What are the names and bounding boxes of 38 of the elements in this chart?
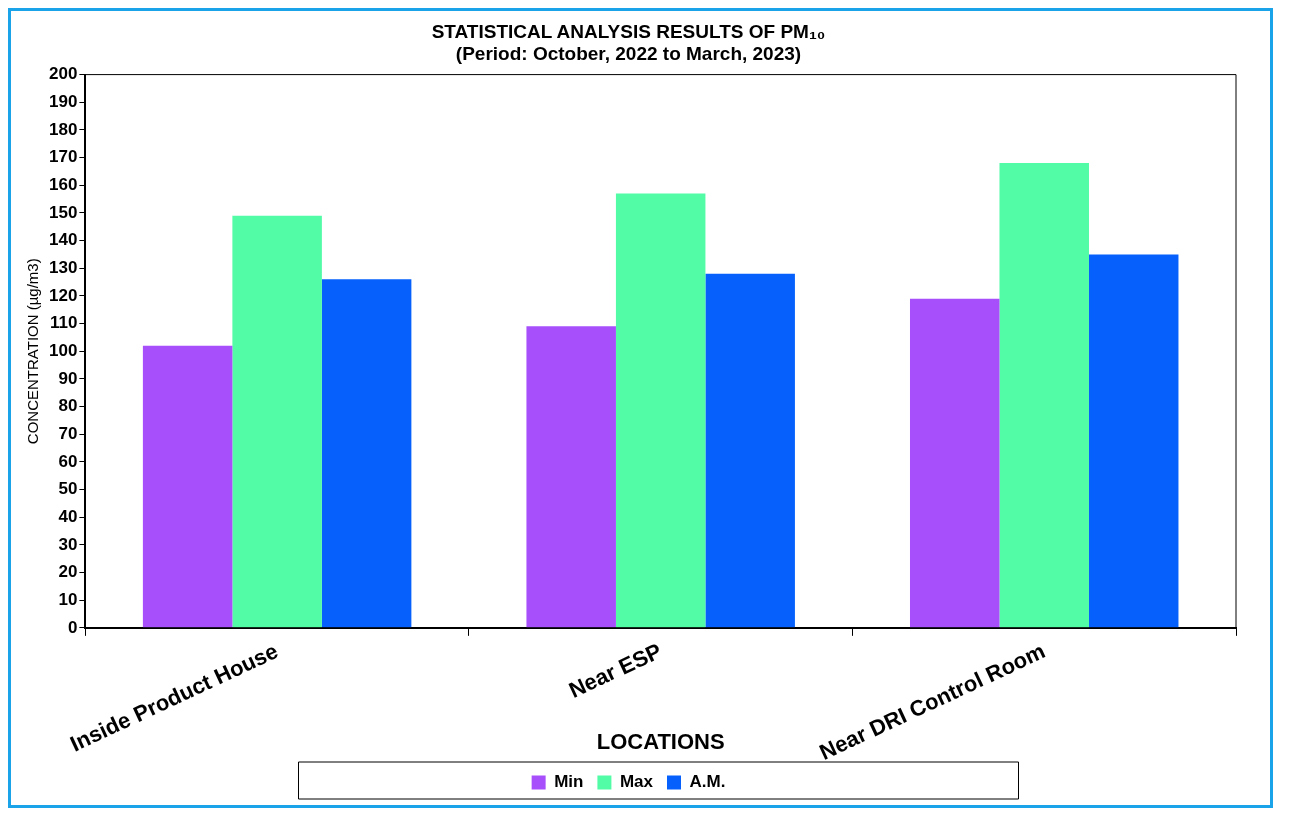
text: (Period: October, 2022 to March, 2023) [455, 43, 802, 65]
bar [142, 345, 233, 628]
y-tick-label: 180 [48, 119, 78, 139]
y-tick-label: 150 [48, 202, 78, 222]
y-tick-label: 60 [58, 451, 78, 471]
bar [705, 273, 795, 628]
y-tick-label: 0 [67, 617, 78, 637]
bar [909, 298, 1000, 628]
y-tick-label: 40 [58, 506, 78, 526]
legend-label: A.M. [689, 772, 726, 792]
bar [999, 163, 1089, 628]
legend-label: Min [554, 772, 584, 792]
y-tick-label: 190 [48, 91, 78, 111]
legend-label: Max [619, 772, 654, 792]
y-tick-label: 120 [48, 285, 78, 305]
y-tick-label: 90 [58, 368, 78, 388]
y-axis-title: CONCENTRATION (µg/m3) [24, 258, 42, 445]
bar [1088, 254, 1179, 628]
y-tick-label: 140 [48, 230, 78, 250]
bar [321, 279, 412, 628]
bar [526, 326, 616, 628]
y-tick-label: 160 [48, 174, 78, 194]
y-tick-label: 130 [48, 257, 78, 277]
y-tick-label: 110 [49, 313, 78, 333]
y-tick-label: 30 [58, 534, 78, 554]
y-tick-label: 200 [48, 64, 78, 84]
y-tick-label: 170 [48, 147, 78, 167]
x-tick-label: Near ESP [565, 638, 666, 703]
y-tick-label: 10 [58, 589, 78, 609]
y-tick-label: 20 [58, 562, 78, 582]
bar [232, 215, 322, 628]
y-tick-label: 70 [58, 423, 78, 443]
text: STATISTICAL ANALYSIS RESULTS OF PM₁₀ [431, 20, 826, 42]
y-tick-label: 50 [58, 479, 78, 499]
x-axis-title: LOCATIONS [596, 728, 725, 754]
bar [615, 193, 706, 628]
y-tick-label: 80 [58, 396, 78, 416]
y-tick-label: 100 [48, 340, 78, 360]
